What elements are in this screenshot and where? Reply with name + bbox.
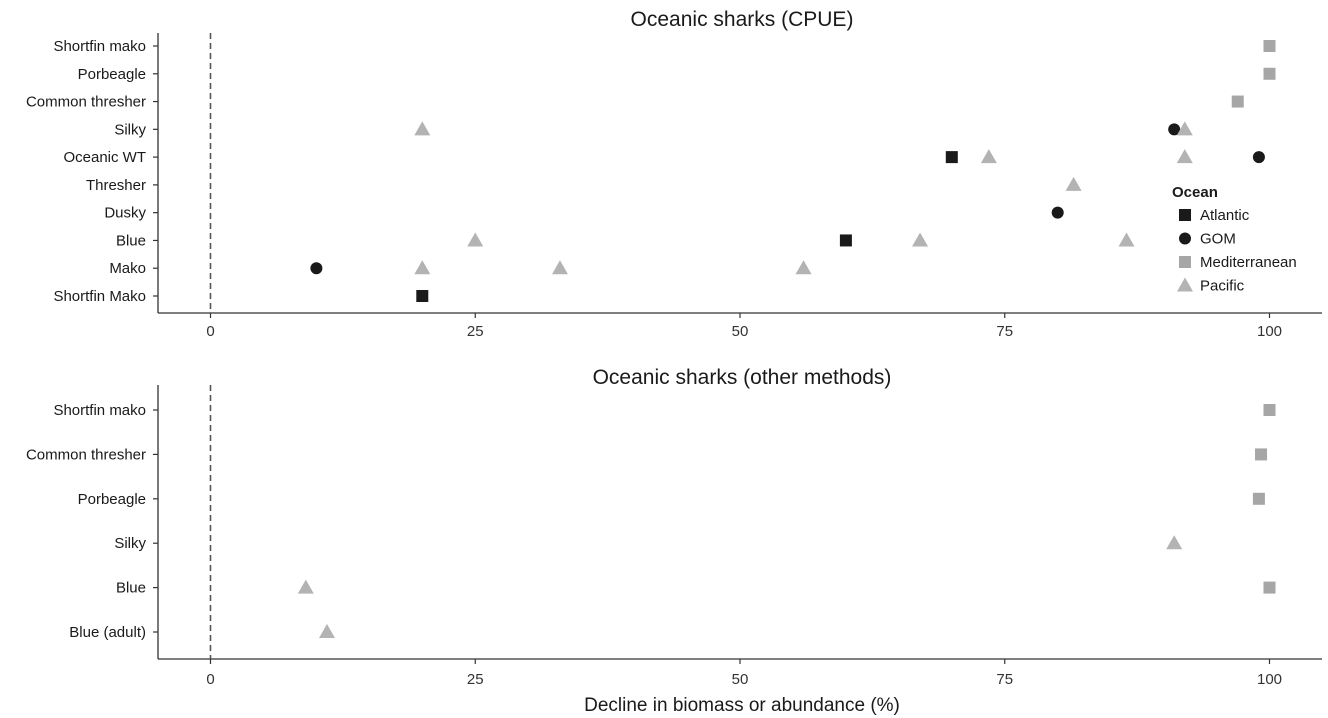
y-tick-label: Porbeagle bbox=[78, 491, 146, 508]
legend-label: Atlantic bbox=[1200, 207, 1250, 224]
y-tick-label: Blue bbox=[116, 232, 146, 249]
data-point-pacific bbox=[414, 260, 431, 275]
panel-title: Oceanic sharks (CPUE) bbox=[631, 8, 854, 31]
data-point-pacific bbox=[1065, 176, 1082, 191]
data-point-gom bbox=[1051, 206, 1064, 219]
y-tick-label: Porbeagle bbox=[78, 66, 146, 83]
data-point-pacific bbox=[1118, 232, 1135, 247]
data-point-pacific bbox=[980, 149, 997, 164]
data-point-pacific bbox=[551, 260, 568, 275]
legend-label: Mediterranean bbox=[1200, 254, 1297, 271]
legend-title: Ocean bbox=[1172, 184, 1218, 201]
y-tick-label: Common thresher bbox=[26, 446, 146, 463]
data-point-mediterranean bbox=[1252, 492, 1265, 505]
x-axis-label: Decline in biomass or abundance (%) bbox=[584, 695, 900, 716]
y-tick-label: Blue bbox=[116, 580, 146, 597]
panel-cpue: Oceanic sharks (CPUE) Shortfin mako Porbe… bbox=[26, 8, 1322, 340]
data-point-pacific bbox=[912, 232, 929, 247]
x-tick-label: 0 bbox=[206, 671, 214, 688]
panel-other-methods: Oceanic sharks (other methods) Decline i… bbox=[26, 366, 1322, 716]
y-tick-label: Blue (adult) bbox=[69, 624, 146, 641]
data-point-gom bbox=[1252, 151, 1265, 164]
x-tick-label: 100 bbox=[1257, 323, 1282, 340]
legend-key-pacific bbox=[1177, 277, 1193, 292]
x-tick-label: 75 bbox=[996, 323, 1013, 340]
y-tick-label: Mako bbox=[109, 260, 146, 277]
y-tick-label: Shortfin mako bbox=[53, 38, 146, 55]
y-tick-label: Shortfin Mako bbox=[53, 288, 146, 305]
data-point-atlantic bbox=[839, 234, 852, 247]
data-point-gom bbox=[310, 262, 323, 275]
data-point-mediterranean bbox=[1255, 448, 1268, 461]
data-point-gom bbox=[1168, 123, 1181, 136]
data-point-mediterranean bbox=[1263, 404, 1276, 416]
data-point-pacific bbox=[795, 260, 812, 275]
x-tick-label: 50 bbox=[732, 671, 749, 688]
x-tick-label: 100 bbox=[1257, 671, 1282, 688]
y-tick-label: Silky bbox=[114, 535, 146, 552]
data-point-pacific bbox=[1176, 121, 1193, 136]
legend-label: GOM bbox=[1200, 231, 1236, 248]
legend-key-mediterranean bbox=[1179, 256, 1191, 268]
y-tick-label: Shortfin mako bbox=[53, 402, 146, 419]
data-point-pacific bbox=[467, 232, 484, 247]
legend-label: Pacific bbox=[1200, 278, 1245, 295]
data-point-mediterranean bbox=[1231, 95, 1244, 108]
legend-key-gom bbox=[1179, 232, 1191, 245]
data-point-pacific bbox=[1176, 149, 1193, 164]
y-tick-label: Oceanic WT bbox=[63, 149, 146, 166]
panel-title: Oceanic sharks (other methods) bbox=[593, 366, 892, 389]
data-point-mediterranean bbox=[1263, 581, 1276, 594]
x-tick-label: 25 bbox=[467, 323, 484, 340]
legend: Ocean Atlantic GOM Mediterranean Pacific bbox=[1172, 184, 1297, 295]
data-point-mediterranean bbox=[1263, 40, 1276, 52]
data-point-pacific bbox=[318, 624, 335, 638]
data-point-atlantic bbox=[416, 290, 429, 302]
legend-key-atlantic bbox=[1179, 209, 1191, 221]
y-tick-label: Silky bbox=[114, 121, 146, 138]
data-point-pacific bbox=[1166, 535, 1183, 550]
y-tick-label: Thresher bbox=[86, 177, 146, 194]
x-tick-label: 50 bbox=[732, 323, 749, 340]
data-point-atlantic bbox=[945, 151, 958, 164]
data-point-pacific bbox=[414, 121, 431, 136]
data-point-mediterranean bbox=[1263, 67, 1276, 80]
x-tick-label: 75 bbox=[996, 671, 1013, 688]
y-tick-label: Common thresher bbox=[26, 94, 146, 111]
data-point-pacific bbox=[297, 579, 314, 594]
x-tick-label: 0 bbox=[206, 323, 214, 340]
y-tick-label: Dusky bbox=[104, 205, 146, 222]
x-tick-label: 25 bbox=[467, 671, 484, 688]
